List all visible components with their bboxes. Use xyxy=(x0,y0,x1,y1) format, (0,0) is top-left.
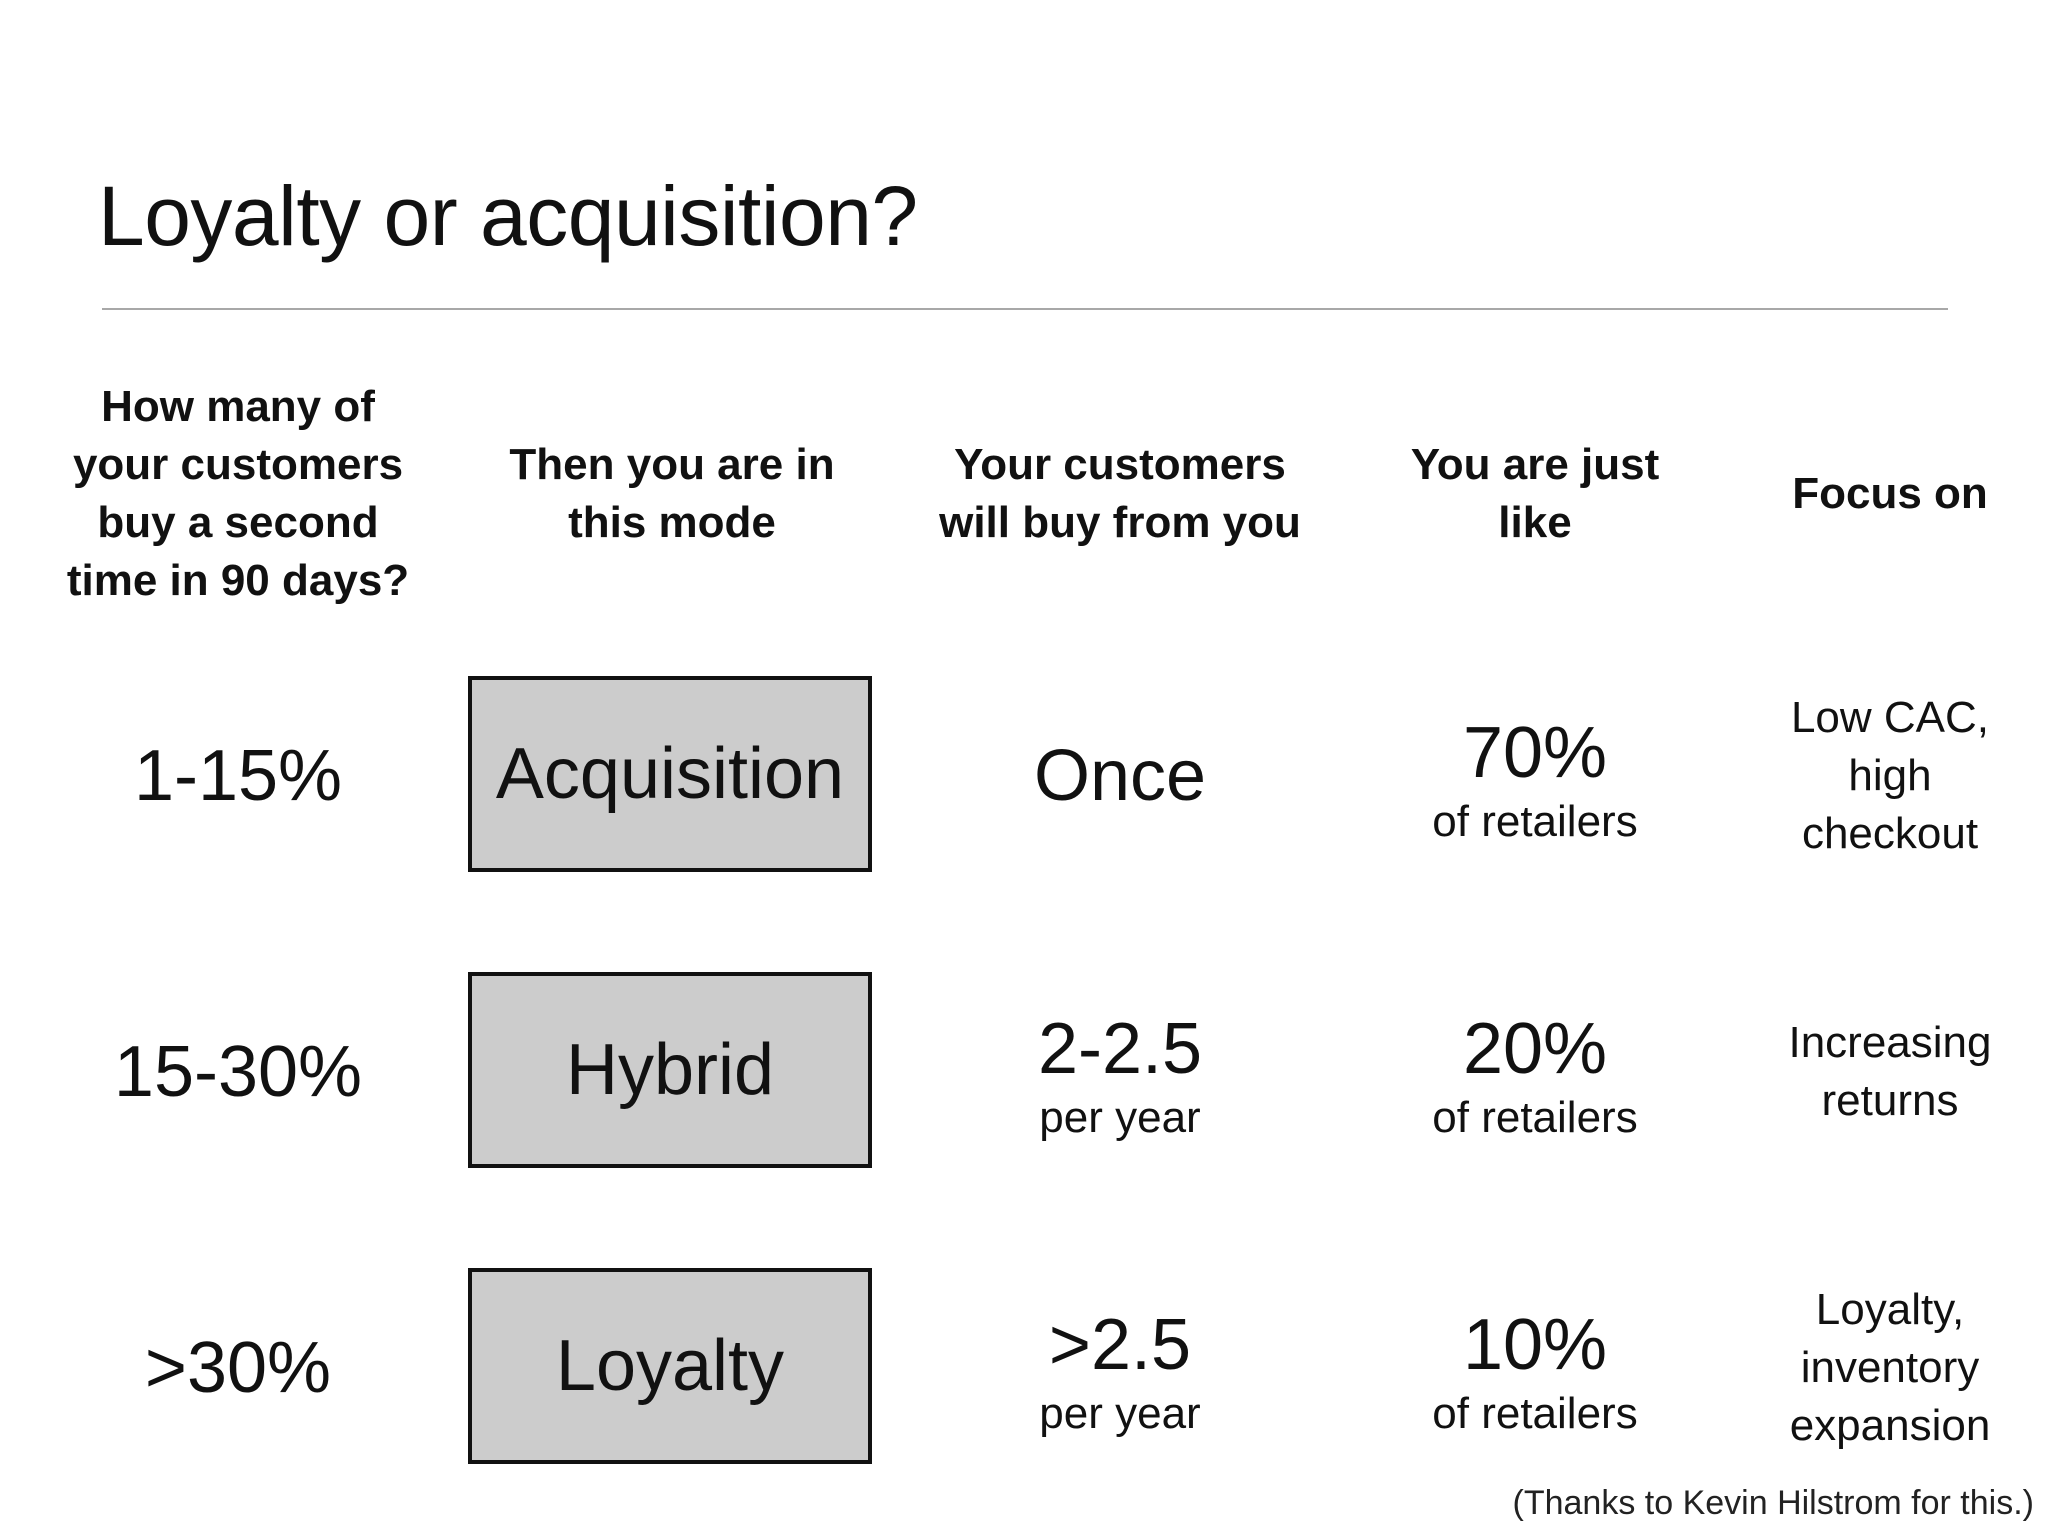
title-divider xyxy=(102,308,1948,310)
row-1-mode-box: Acquisition xyxy=(468,676,872,872)
header-share: You are just like xyxy=(1410,440,1660,547)
row-3-mode-box: Loyalty xyxy=(468,1268,872,1464)
row-2-focus: Increasing returns xyxy=(1788,1018,1992,1125)
row-3-focus: Loyalty, inventory expansion xyxy=(1789,1285,1991,1450)
row-2-rate: 15-30% xyxy=(113,1032,363,1112)
row-1-focus: Low CAC, high checkout xyxy=(1790,693,1990,858)
row-3-frequency: >2.5 per year xyxy=(1039,1305,1201,1438)
row-1-mode-label: Acquisition xyxy=(495,734,845,814)
header-repeat-rate: How many of your customers buy a second … xyxy=(66,382,410,605)
row-1-share: 70% of retailers xyxy=(1432,713,1638,846)
row-2-share: 20% of retailers xyxy=(1432,1009,1638,1142)
header-focus: Focus on xyxy=(1792,469,1988,518)
row-1-frequency: Once xyxy=(1033,736,1207,816)
row-3-mode-label: Loyalty xyxy=(555,1326,785,1406)
row-3-share: 10% of retailers xyxy=(1432,1305,1638,1438)
row-2-mode-box: Hybrid xyxy=(468,972,872,1168)
row-2-mode-label: Hybrid xyxy=(565,1030,775,1110)
row-3-rate: >30% xyxy=(144,1328,332,1408)
header-frequency: Your customers will buy from you xyxy=(939,440,1301,547)
row-2-frequency: 2-2.5 per year xyxy=(1037,1009,1203,1142)
credit-note: (Thanks to Kevin Hilstrom for this.) xyxy=(1512,1484,2034,1522)
slide-title: Loyalty or acquisition? xyxy=(98,169,918,263)
header-mode: Then you are in this mode xyxy=(509,440,835,547)
row-1-rate: 1-15% xyxy=(133,736,343,816)
